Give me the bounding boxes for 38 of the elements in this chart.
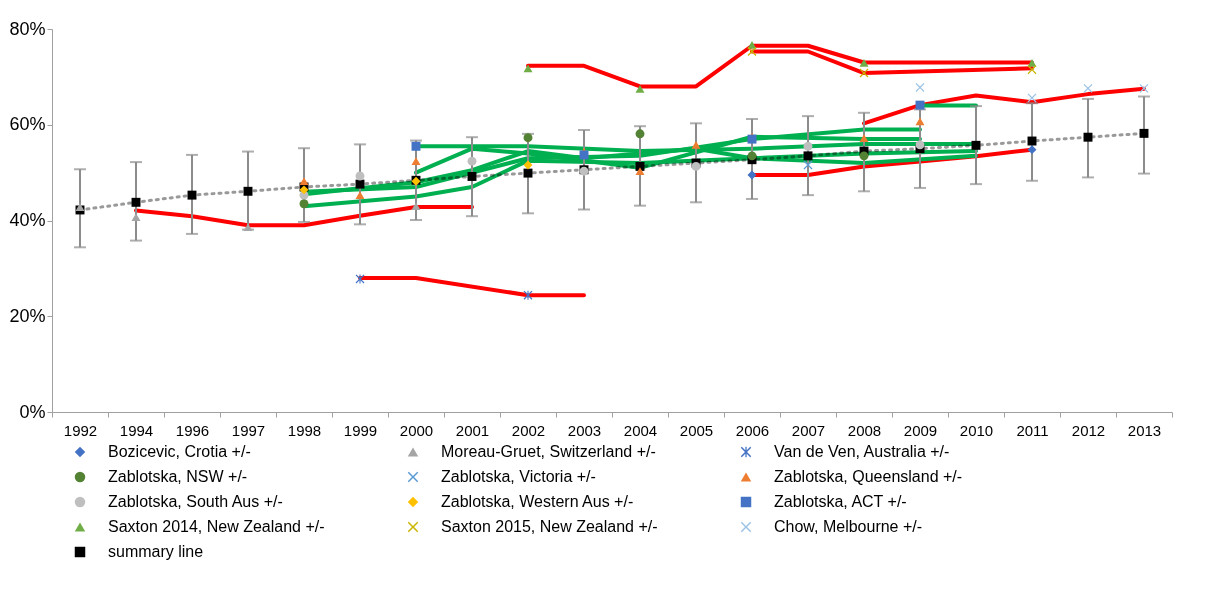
x-tick-label: 2008 <box>847 421 882 439</box>
y-tick-label: 40% <box>9 210 46 230</box>
legend-label: Moreau-Gruet, Switzerland +/- <box>441 443 656 460</box>
legend-label: Zablotska, South Aus +/- <box>108 493 283 510</box>
y-tick-label: 20% <box>9 305 46 326</box>
legend-label: Chow, Melbourne +/- <box>774 518 923 535</box>
x-tick-label: 2009 <box>903 421 938 439</box>
legend-label: Van de Ven, Australia +/- <box>774 443 950 460</box>
x-tick-label: 2001 <box>455 421 490 439</box>
y-tick-label: 60% <box>9 114 46 135</box>
legend-label: Saxton 2014, New Zealand +/- <box>108 518 325 535</box>
legend-label: Zablotska, NSW +/- <box>108 468 248 485</box>
x-tick-label: 2010 <box>959 421 994 439</box>
x-tick-label: 2002 <box>511 421 546 439</box>
legend-label: Zablotska, ACT +/- <box>774 493 907 510</box>
legend-label: Zablotska, Western Aus +/- <box>441 493 634 510</box>
x-tick-label: 2003 <box>567 421 602 439</box>
x-tick-label: 2007 <box>791 421 826 439</box>
legend-label: Zablotska, Queensland +/- <box>774 468 963 485</box>
legend-label: Zablotska, Victoria +/- <box>441 468 596 485</box>
x-tick-label: 1998 <box>287 421 322 439</box>
x-tick-label: 2011 <box>1016 421 1049 439</box>
legend-label: Saxton 2015, New Zealand +/- <box>441 518 658 535</box>
x-tick-label: 2005 <box>679 421 714 439</box>
y-tick-label: 80% <box>9 18 46 39</box>
x-tick-label: 2012 <box>1071 421 1106 439</box>
y-tick-label: 0% <box>19 401 46 422</box>
x-tick-label: 2006 <box>735 421 770 439</box>
x-tick-label: 2013 <box>1127 421 1162 439</box>
x-tick-label: 1997 <box>231 421 266 439</box>
legend-label: summary line <box>108 543 204 560</box>
x-tick-label: 1994 <box>119 421 154 439</box>
x-tick-label: 1992 <box>63 421 98 439</box>
x-tick-label: 2000 <box>399 421 434 439</box>
x-tick-label: 1999 <box>343 421 378 439</box>
x-tick-label: 2004 <box>623 421 658 439</box>
x-tick-label: 1996 <box>175 421 210 439</box>
legend-label: Bozicevic, Crotia +/- <box>108 443 251 460</box>
